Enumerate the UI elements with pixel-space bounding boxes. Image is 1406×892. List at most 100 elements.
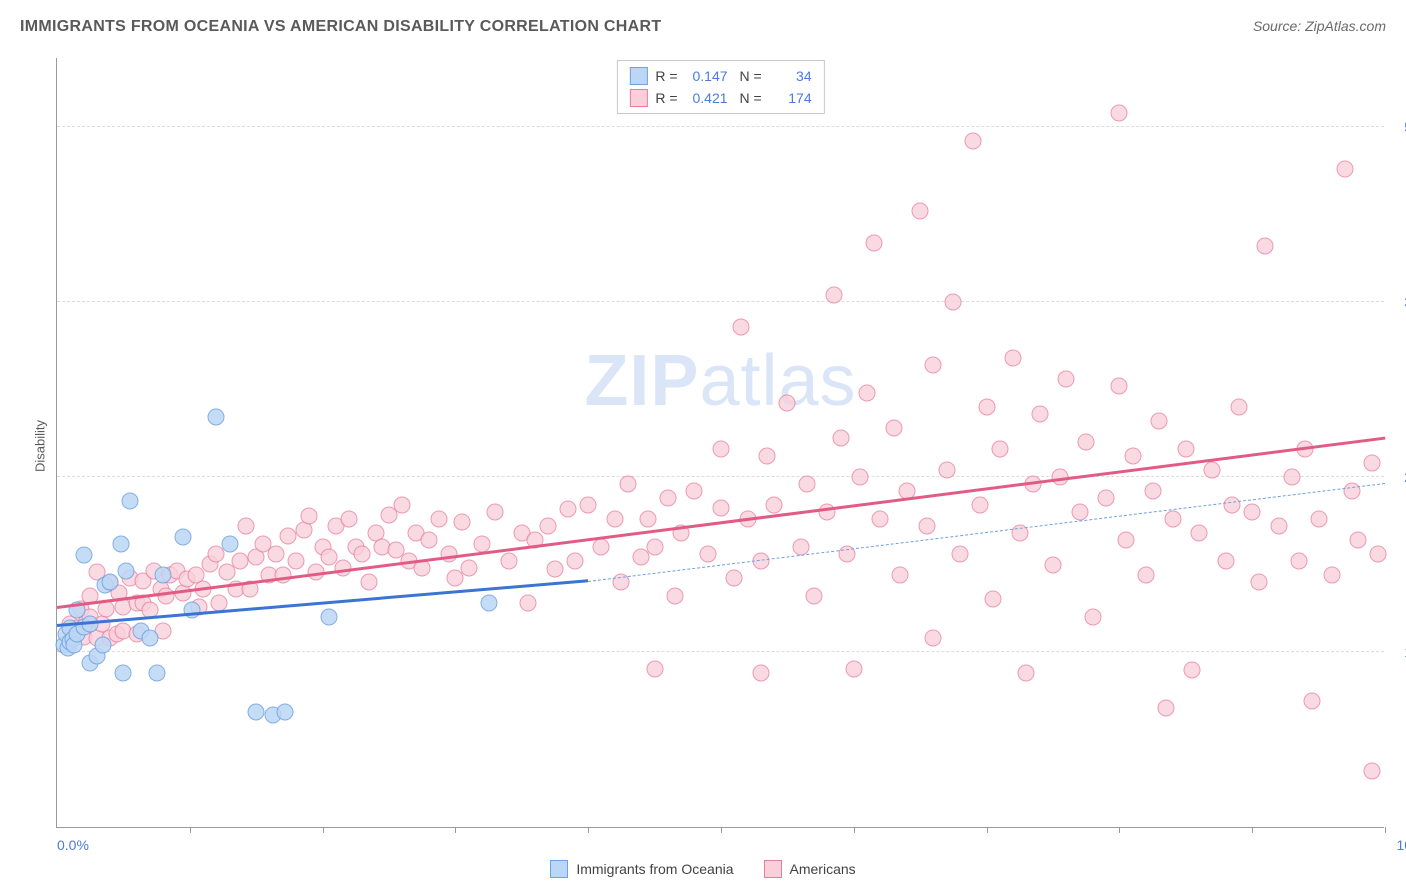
x-tick [1252, 827, 1253, 833]
legend-item-americans: Americans [764, 860, 856, 878]
data-point-americans [1303, 693, 1320, 710]
data-point-americans [938, 462, 955, 479]
data-point-americans [918, 518, 935, 535]
data-point-americans [1204, 462, 1221, 479]
data-point-americans [925, 357, 942, 374]
data-point-americans [560, 501, 577, 518]
data-point-americans [892, 567, 909, 584]
data-point-oceania [321, 609, 338, 626]
data-point-oceania [155, 567, 172, 584]
gridline [57, 476, 1384, 477]
data-point-americans [686, 483, 703, 500]
x-axis-max-label: 100.0% [1389, 837, 1406, 853]
data-point-americans [945, 294, 962, 311]
chart-title: IMMIGRANTS FROM OCEANIA VS AMERICAN DISA… [20, 18, 661, 35]
y-tick-label: 37.5% [1389, 294, 1406, 310]
data-point-americans [713, 499, 730, 516]
data-point-americans [354, 546, 371, 563]
watermark-bold: ZIP [584, 341, 699, 421]
watermark: ZIPatlas [584, 340, 856, 422]
data-point-americans [1164, 511, 1181, 528]
title-bar: IMMIGRANTS FROM OCEANIA VS AMERICAN DISA… [20, 18, 1386, 48]
data-point-americans [500, 553, 517, 570]
data-point-oceania [148, 665, 165, 682]
y-tick-label: 25.0% [1389, 469, 1406, 485]
data-point-americans [1270, 518, 1287, 535]
scatter-plot: ZIPatlas R = 0.147 N = 34 R = 0.421 N = … [56, 58, 1384, 828]
data-point-oceania [112, 536, 129, 553]
data-point-americans [659, 490, 676, 507]
data-point-oceania [248, 704, 265, 721]
data-point-americans [1078, 434, 1095, 451]
data-point-americans [639, 511, 656, 528]
stats-row-americans: R = 0.421 N = 174 [629, 87, 811, 109]
data-point-americans [1230, 399, 1247, 416]
data-point-americans [454, 513, 471, 530]
x-tick [987, 827, 988, 833]
data-point-americans [1310, 511, 1327, 528]
data-point-americans [547, 561, 564, 578]
data-point-americans [301, 508, 318, 525]
legend-label-americans: Americans [790, 861, 856, 877]
data-point-americans [237, 518, 254, 535]
data-point-oceania [118, 562, 135, 579]
r-label: R = [655, 87, 677, 109]
source-label: Source: ZipAtlas.com [1253, 18, 1386, 34]
data-point-americans [912, 203, 929, 220]
gridline [57, 126, 1384, 127]
data-point-americans [1124, 448, 1141, 465]
trendline [588, 483, 1385, 582]
data-point-americans [1284, 469, 1301, 486]
swatch-americans [629, 89, 647, 107]
data-point-americans [440, 546, 457, 563]
legend-label-oceania: Immigrants from Oceania [576, 861, 733, 877]
n-value-oceania: 34 [770, 65, 812, 87]
data-point-americans [646, 539, 663, 556]
data-point-americans [1084, 609, 1101, 626]
r-label: R = [655, 65, 677, 87]
data-point-americans [805, 588, 822, 605]
gridline [57, 651, 1384, 652]
x-tick [323, 827, 324, 833]
data-point-oceania [141, 630, 158, 647]
data-point-americans [593, 539, 610, 556]
data-point-americans [580, 497, 597, 514]
data-point-americans [1323, 567, 1340, 584]
y-tick-label: 50.0% [1389, 119, 1406, 135]
data-point-americans [1244, 504, 1261, 521]
data-point-oceania [208, 408, 225, 425]
data-point-americans [280, 527, 297, 544]
data-point-americans [885, 420, 902, 437]
data-point-americans [341, 511, 358, 528]
data-point-americans [606, 511, 623, 528]
data-point-americans [1363, 763, 1380, 780]
data-point-americans [792, 539, 809, 556]
r-value-oceania: 0.147 [686, 65, 728, 87]
x-tick [1385, 827, 1386, 833]
data-point-americans [965, 133, 982, 150]
r-value-americans: 0.421 [686, 87, 728, 109]
gridline [57, 301, 1384, 302]
data-point-americans [420, 532, 437, 549]
correlation-stats-box: R = 0.147 N = 34 R = 0.421 N = 174 [616, 60, 824, 114]
data-point-americans [1058, 371, 1075, 388]
data-point-oceania [95, 637, 112, 654]
legend-swatch-oceania [550, 860, 568, 878]
data-point-americans [985, 590, 1002, 607]
x-axis-min-label: 0.0% [57, 837, 89, 853]
data-point-oceania [122, 492, 139, 509]
data-point-americans [713, 441, 730, 458]
data-point-americans [732, 319, 749, 336]
data-point-americans [825, 287, 842, 304]
data-point-americans [1018, 665, 1035, 682]
data-point-americans [361, 574, 378, 591]
data-point-americans [1191, 525, 1208, 542]
x-tick [854, 827, 855, 833]
data-point-americans [1370, 546, 1387, 563]
data-point-americans [620, 476, 637, 493]
data-point-americans [646, 660, 663, 677]
data-point-americans [1118, 532, 1135, 549]
data-point-americans [666, 588, 683, 605]
x-tick [190, 827, 191, 833]
n-value-americans: 174 [770, 87, 812, 109]
